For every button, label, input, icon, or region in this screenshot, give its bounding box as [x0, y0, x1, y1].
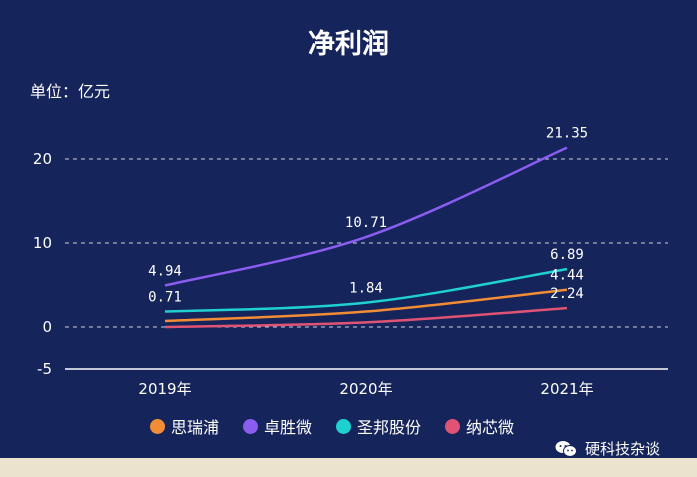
data-label: 4.94	[148, 264, 182, 280]
legend-item[interactable]: 卓胜微	[243, 414, 312, 438]
data-label: 4.44	[550, 268, 584, 284]
chart-title: 净利润	[308, 29, 389, 60]
x-tick-label: 2019年	[138, 380, 191, 398]
series-line	[164, 267, 568, 313]
x-tick-label: 2021年	[540, 380, 593, 398]
data-label: 6.89	[550, 247, 584, 263]
data-label: 1.84	[349, 281, 383, 297]
legend-item[interactable]: 纳芯微	[445, 414, 514, 438]
legend-swatch	[336, 418, 352, 434]
series-line	[164, 288, 568, 323]
y-tick-label: 20	[33, 150, 52, 168]
data-label: 2.24	[550, 286, 584, 302]
legend-label: 纳芯微	[466, 418, 515, 437]
legend-swatch	[243, 418, 259, 434]
line-chart: -5 0 10 20 2019年 2020年 2021年 4.44 4.94 10.71 21.35…	[33, 126, 668, 398]
y-tick-label: 0	[42, 318, 52, 336]
legend-label: 思瑞浦	[171, 418, 220, 437]
watermark: 硬科技杂谈	[555, 438, 660, 459]
legend-item[interactable]: 思瑞浦	[150, 414, 219, 438]
legend-item[interactable]: 圣邦股份	[336, 414, 421, 438]
data-label: 21.35	[546, 126, 588, 142]
legend-label: 圣邦股份	[357, 418, 422, 437]
chart-panel	[0, 0, 697, 458]
wechat-icon	[555, 440, 577, 457]
watermark-text: 硬科技杂谈	[585, 440, 661, 458]
legend-swatch	[445, 418, 461, 434]
legend-label: 卓胜微	[264, 418, 313, 437]
x-tick-label: 2020年	[339, 380, 392, 398]
y-tick-label: 10	[33, 234, 52, 252]
bottom-strip	[0, 458, 697, 477]
y-tick-label: -5	[37, 360, 52, 378]
series-line	[164, 306, 568, 329]
unit-label: 单位：亿元	[30, 82, 111, 101]
data-label: 10.71	[345, 215, 387, 231]
data-label: 0.71	[148, 290, 182, 306]
legend: 思瑞浦 卓胜微 圣邦股份 纳芯微	[150, 414, 514, 438]
series-line	[164, 146, 568, 287]
legend-swatch	[150, 418, 165, 434]
